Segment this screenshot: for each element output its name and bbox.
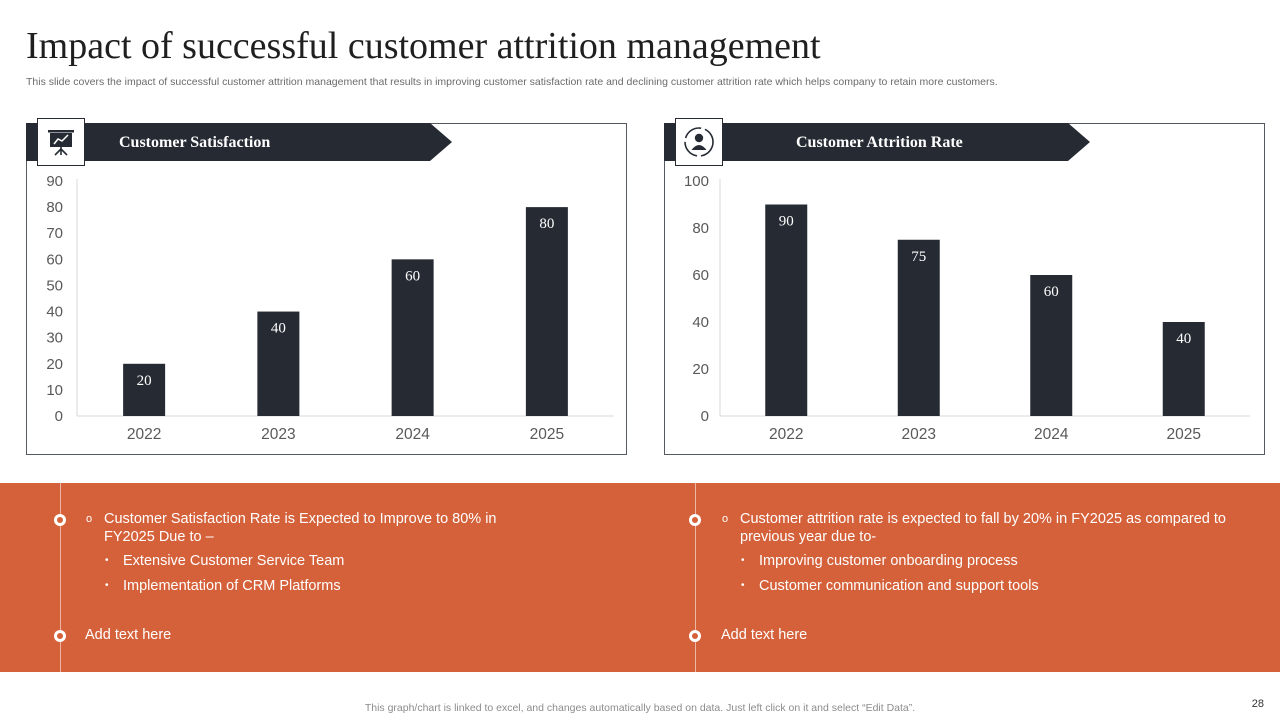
y-tick-label: 80 bbox=[46, 199, 63, 216]
x-tick-label: 2022 bbox=[769, 426, 803, 443]
x-tick-label: 2025 bbox=[1167, 426, 1201, 443]
panel-banner bbox=[664, 123, 1090, 161]
bar bbox=[123, 363, 166, 416]
bar bbox=[1162, 322, 1205, 416]
customer-profile-icon bbox=[675, 118, 723, 166]
bar bbox=[525, 207, 568, 416]
right-add-text: Add text here bbox=[721, 627, 808, 643]
y-tick-label: 0 bbox=[701, 408, 709, 425]
right-sub-point: Customer communication and support tools bbox=[741, 578, 1039, 594]
page-title: Impact of successful customer attrition … bbox=[26, 25, 821, 67]
y-tick-label: 50 bbox=[46, 277, 63, 294]
x-tick-label: 2023 bbox=[261, 426, 295, 443]
insights-band: o Customer Satisfaction Rate is Expected… bbox=[0, 483, 1280, 672]
x-tick-label: 2024 bbox=[1034, 426, 1069, 443]
data-label: 60 bbox=[405, 268, 420, 284]
page-number: 28 bbox=[1251, 698, 1264, 710]
y-tick-label: 20 bbox=[46, 356, 63, 373]
y-tick-label: 60 bbox=[46, 251, 63, 268]
data-label: 40 bbox=[1176, 331, 1191, 347]
data-label: 40 bbox=[271, 321, 286, 337]
page-subtitle: This slide covers the impact of successf… bbox=[26, 76, 998, 88]
y-tick-label: 0 bbox=[55, 408, 63, 425]
y-tick-label: 60 bbox=[692, 267, 709, 284]
x-tick-label: 2023 bbox=[902, 426, 936, 443]
bar bbox=[765, 204, 808, 416]
circle-bullet-icon: o bbox=[86, 513, 93, 525]
left-main-point: Customer Satisfaction Rate is Expected t… bbox=[104, 511, 497, 545]
footer-note: This graph/chart is linked to excel, and… bbox=[364, 702, 916, 714]
data-label: 90 bbox=[779, 214, 794, 230]
data-label: 80 bbox=[539, 216, 554, 232]
left-sub-point: Extensive Customer Service Team bbox=[105, 553, 344, 569]
y-tick-label: 80 bbox=[692, 220, 709, 237]
customer-satisfaction-panel: Customer Satisfaction 0 10 20 30 40 50 60 70 80 9… bbox=[26, 118, 627, 455]
timeline-line bbox=[695, 483, 696, 672]
customer-attrition-panel: Customer Attrition Rate 0 20 40 60 80 100 90 20… bbox=[664, 118, 1265, 455]
customer-attrition-chart: 0 20 40 60 80 100 90 2022 75 2023 60 2024 40 2025 bbox=[684, 173, 1250, 443]
bar bbox=[897, 239, 940, 416]
left-add-text: Add text here bbox=[85, 627, 172, 643]
bar bbox=[391, 259, 434, 416]
y-tick-label: 10 bbox=[46, 382, 63, 399]
panel-title: Customer Satisfaction bbox=[119, 134, 271, 151]
x-tick-label: 2025 bbox=[530, 426, 564, 443]
data-label: 60 bbox=[1044, 284, 1059, 300]
timeline-dot bbox=[689, 514, 701, 526]
timeline-dot bbox=[54, 514, 66, 526]
bar bbox=[257, 311, 300, 416]
panel-banner bbox=[26, 123, 452, 161]
x-tick-label: 2024 bbox=[395, 426, 430, 443]
presentation-board-icon bbox=[37, 118, 85, 166]
y-tick-label: 100 bbox=[684, 173, 709, 190]
left-sub-point: Implementation of CRM Platforms bbox=[105, 578, 341, 594]
timeline-dot bbox=[689, 630, 701, 642]
bar bbox=[1030, 275, 1073, 416]
y-tick-label: 30 bbox=[46, 330, 63, 347]
panel-title: Customer Attrition Rate bbox=[796, 134, 963, 151]
timeline-line bbox=[60, 483, 61, 672]
timeline-dot bbox=[54, 630, 66, 642]
circle-bullet-icon: o bbox=[722, 513, 729, 525]
right-sub-point: Improving customer onboarding process bbox=[741, 553, 1018, 569]
customer-satisfaction-chart: 0 10 20 30 40 50 60 70 80 90 20 2022 40 2023 60 2024 80 2… bbox=[46, 173, 614, 443]
y-tick-label: 20 bbox=[692, 361, 709, 378]
y-tick-label: 40 bbox=[46, 304, 63, 321]
data-label: 75 bbox=[911, 249, 926, 265]
y-tick-label: 90 bbox=[46, 173, 63, 190]
right-main-point: Customer attrition rate is expected to f… bbox=[740, 511, 1226, 545]
y-tick-label: 40 bbox=[692, 314, 709, 331]
x-tick-label: 2022 bbox=[127, 426, 161, 443]
data-label: 20 bbox=[137, 373, 152, 389]
y-tick-label: 70 bbox=[46, 225, 63, 242]
